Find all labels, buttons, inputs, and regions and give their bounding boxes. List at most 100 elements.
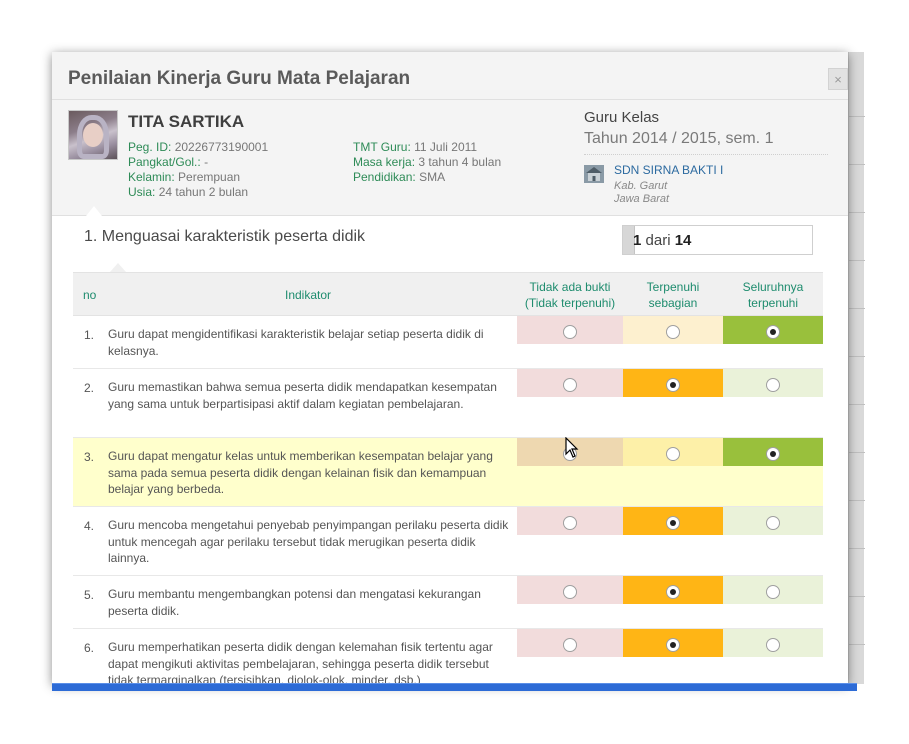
option-terpenuhi-sebagian[interactable]	[623, 369, 723, 397]
pager-handle[interactable]	[623, 226, 635, 254]
radio-button[interactable]	[766, 585, 780, 599]
radio-button[interactable]	[563, 516, 577, 530]
caret-indicator	[110, 263, 126, 272]
row-indicator-text: Guru dapat mengatur kelas untuk memberik…	[108, 449, 493, 496]
field-label: Peg. ID:	[128, 140, 172, 154]
field-label: Pendidikan:	[353, 170, 416, 184]
close-icon: ×	[834, 72, 842, 87]
field-label: Pangkat/Gol.:	[128, 155, 201, 169]
radio-button-selected[interactable]	[666, 638, 680, 652]
radio-button[interactable]	[666, 447, 680, 461]
radio-button-selected[interactable]	[766, 325, 780, 339]
school-year: Tahun 2014 / 2015, sem. 1	[584, 130, 774, 147]
usia-field: Usia: 24 tahun 2 bulan	[128, 185, 248, 199]
option-terpenuhi-sebagian[interactable]	[623, 629, 723, 657]
field-value: SMA	[419, 170, 446, 184]
header-line: Tidak ada bukti	[529, 280, 611, 294]
radio-button[interactable]	[666, 325, 680, 339]
pager-text: 1 dari 14	[633, 232, 691, 249]
radio-button-selected[interactable]	[666, 585, 680, 599]
close-button[interactable]: ×	[828, 68, 848, 90]
row-indicator-text: Guru memperhatikan peserta didik dengan …	[108, 640, 493, 684]
option-tidak-ada-bukti[interactable]	[517, 369, 623, 397]
option-seluruhnya-terpenuhi[interactable]	[723, 438, 823, 466]
school-kabupaten: Kab. Garut	[614, 180, 668, 192]
header-line: Terpenuhi	[646, 280, 700, 294]
divider	[584, 154, 828, 155]
modal-footer-bar	[52, 683, 857, 691]
radio-button[interactable]	[563, 585, 577, 599]
avatar	[68, 110, 118, 160]
radio-button[interactable]	[563, 378, 577, 392]
option-terpenuhi-sebagian[interactable]	[623, 316, 723, 344]
header-line: (Tidak terpenuhi)	[524, 296, 616, 310]
indicator-row: 5. Guru membantu mengembangkan potensi d…	[73, 576, 823, 629]
pager-total: 14	[674, 232, 692, 249]
school-provinsi: Jawa Barat	[614, 193, 670, 205]
option-tidak-ada-bukti[interactable]	[517, 629, 623, 657]
radio-button[interactable]	[766, 638, 780, 652]
table-header: no Indikator Tidak ada bukti (Tidak terp…	[73, 272, 823, 316]
field-value: 24 tahun 2 bulan	[158, 185, 249, 199]
school-link[interactable]: SDN SIRNA BAKTI I	[614, 163, 724, 177]
header-indicator: Indikator	[284, 288, 332, 302]
indicator-row: 1. Guru dapat mengidentifikasi karakteri…	[73, 316, 823, 369]
field-value: Perempuan	[178, 170, 241, 184]
pangkat-field: Pangkat/Gol.: -	[128, 155, 208, 169]
teacher-name: TITA SARTIKA	[128, 112, 245, 131]
assessment-modal: Penilaian Kinerja Guru Mata Pelajaran × …	[52, 52, 848, 684]
option-seluruhnya-terpenuhi[interactable]	[723, 576, 823, 604]
competency-pager[interactable]: 1 dari 14	[622, 225, 813, 255]
tmt-guru-field: TMT Guru: 11 Juli 2011	[353, 140, 477, 154]
background-page-strip	[848, 52, 865, 684]
header-no: no	[83, 288, 97, 302]
row-number: 3.	[84, 450, 95, 464]
header-tidak-ada-bukti: Tidak ada bukti (Tidak terpenuhi)	[517, 279, 623, 311]
row-indicator-text: Guru membantu mengembangkan potensi dan …	[108, 587, 481, 618]
radio-button-selected[interactable]	[666, 378, 680, 392]
row-number: 2.	[84, 381, 95, 395]
caret-indicator	[86, 206, 102, 216]
radio-button[interactable]	[563, 638, 577, 652]
option-terpenuhi-sebagian[interactable]	[623, 438, 723, 466]
option-seluruhnya-terpenuhi[interactable]	[723, 507, 823, 535]
row-number: 5.	[84, 588, 95, 602]
section-title: 1. Menguasai karakteristik peserta didik	[84, 228, 366, 245]
pager-current: 1	[633, 232, 642, 249]
modal-title: Penilaian Kinerja Guru Mata Pelajaran	[68, 68, 411, 89]
option-tidak-ada-bukti[interactable]	[517, 576, 623, 604]
modal-header: Penilaian Kinerja Guru Mata Pelajaran ×	[52, 52, 848, 100]
field-value: 3 tahun 4 bulan	[418, 155, 502, 169]
row-indicator-text: Guru dapat mengidentifikasi karakteristi…	[108, 327, 484, 358]
indicator-row: 2. Guru memastikan bahwa semua peserta d…	[73, 369, 823, 438]
radio-button[interactable]	[766, 516, 780, 530]
field-label: Usia:	[128, 185, 156, 199]
radio-button-selected[interactable]	[766, 447, 780, 461]
pager-of: dari	[645, 232, 671, 249]
radio-button-selected[interactable]	[666, 516, 680, 530]
option-seluruhnya-terpenuhi[interactable]	[723, 629, 823, 657]
school-building-icon	[584, 165, 604, 183]
masa-kerja-field: Masa kerja: 3 tahun 4 bulan	[353, 155, 501, 169]
radio-button[interactable]	[766, 378, 780, 392]
field-value: -	[204, 155, 209, 169]
option-tidak-ada-bukti[interactable]	[517, 316, 623, 344]
header-line: Seluruhnya	[742, 280, 804, 294]
header-seluruhnya-terpenuhi: Seluruhnya terpenuhi	[723, 279, 823, 311]
option-seluruhnya-terpenuhi[interactable]	[723, 369, 823, 397]
radio-button[interactable]	[563, 325, 577, 339]
header-line: terpenuhi	[747, 296, 799, 310]
option-tidak-ada-bukti[interactable]	[517, 507, 623, 535]
option-seluruhnya-terpenuhi[interactable]	[723, 316, 823, 344]
field-label: Kelamin:	[128, 170, 175, 184]
header-terpenuhi-sebagian: Terpenuhi sebagian	[623, 279, 723, 311]
row-indicator-text: Guru mencoba mengetahui penyebab penyimp…	[108, 518, 509, 565]
option-terpenuhi-sebagian[interactable]	[623, 576, 723, 604]
indicator-row-highlighted: 3. Guru dapat mengatur kelas untuk membe…	[73, 438, 823, 507]
row-indicator-text: Guru memastikan bahwa semua peserta didi…	[108, 380, 497, 411]
header-line: sebagian	[648, 296, 698, 310]
option-terpenuhi-sebagian[interactable]	[623, 507, 723, 535]
indicator-row: 6. Guru memperhatikan peserta didik deng…	[73, 629, 823, 684]
kelamin-field: Kelamin: Perempuan	[128, 170, 240, 184]
row-number: 4.	[84, 519, 95, 533]
